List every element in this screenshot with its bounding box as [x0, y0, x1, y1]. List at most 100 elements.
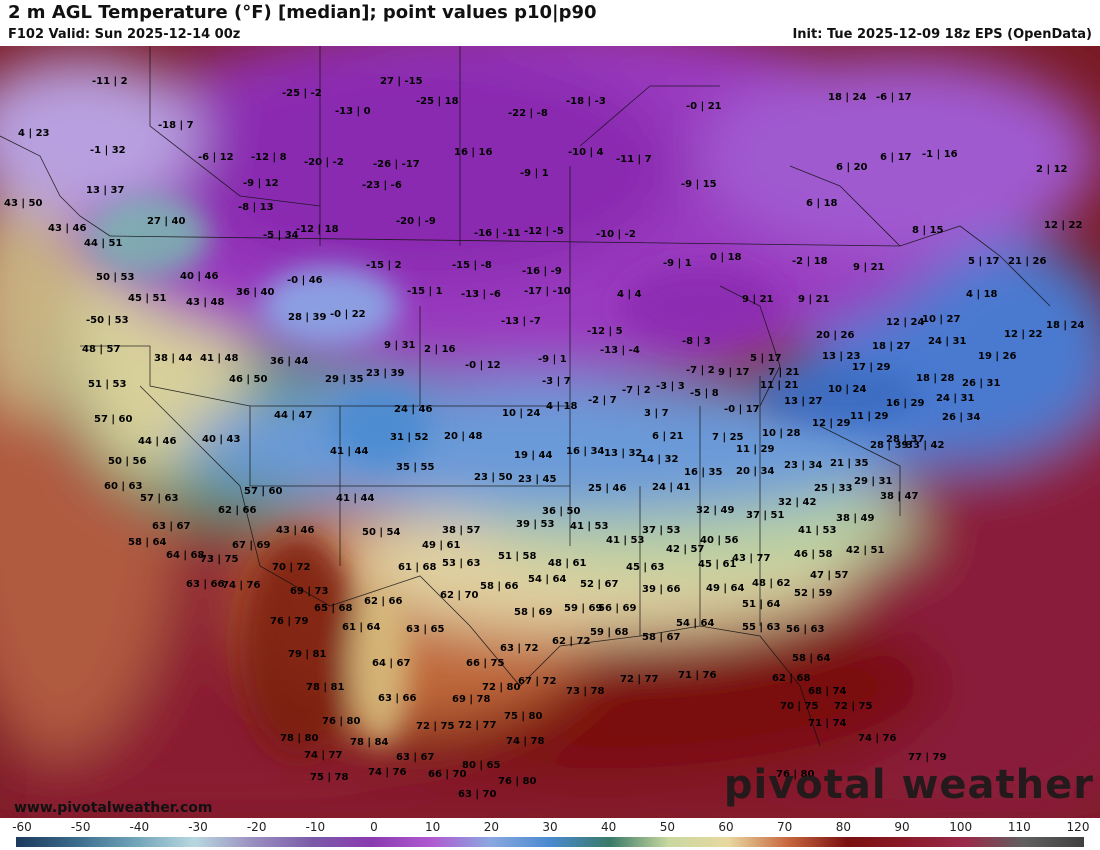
- point-value: 6 | 17: [880, 152, 912, 163]
- point-value: 67 | 69: [232, 540, 271, 551]
- point-value: 12 | 22: [1004, 329, 1043, 340]
- point-value: 36 | 40: [236, 287, 275, 298]
- point-value: -13 | -7: [501, 316, 541, 327]
- point-value: 12 | 22: [1044, 220, 1083, 231]
- point-value: 78 | 80: [280, 733, 319, 744]
- point-value: 79 | 81: [288, 649, 327, 660]
- legend-tick-label: 60: [718, 820, 734, 834]
- point-value: -1 | 32: [90, 145, 126, 156]
- point-value: -23 | -6: [362, 180, 402, 191]
- point-value: 20 | 34: [736, 466, 775, 477]
- legend-tick-label: 0: [370, 820, 378, 834]
- site-url[interactable]: www.pivotalweather.com: [14, 800, 213, 816]
- point-value: -11 | 2: [92, 76, 128, 87]
- point-value: 23 | 45: [518, 474, 557, 485]
- point-value: 38 | 49: [836, 513, 875, 524]
- point-value: 74 | 76: [222, 580, 261, 591]
- point-value: -0 | 12: [465, 360, 501, 371]
- point-value: 57 | 60: [244, 486, 283, 497]
- point-value: 32 | 49: [696, 505, 735, 516]
- map-background: [0, 46, 1100, 818]
- legend-tick-label: 30: [542, 820, 558, 834]
- point-value: 51 | 64: [742, 599, 781, 610]
- point-value: 61 | 64: [342, 622, 381, 633]
- point-value: 67 | 72: [518, 676, 557, 687]
- point-value: 44 | 51: [84, 238, 123, 249]
- point-value: 48 | 57: [82, 344, 121, 355]
- point-value: -12 | 8: [251, 152, 287, 163]
- point-value: 10 | 24: [828, 384, 867, 395]
- point-value: 28 | 39: [288, 312, 327, 323]
- point-value: 74 | 76: [368, 767, 407, 778]
- point-value: 25 | 33: [814, 483, 853, 494]
- point-value: 54 | 64: [528, 574, 567, 585]
- point-value: 78 | 81: [306, 682, 345, 693]
- point-value: -50 | 53: [86, 315, 129, 326]
- point-value: -9 | 1: [538, 354, 567, 365]
- point-value: 58 | 67: [642, 632, 681, 643]
- point-value: -15 | 2: [366, 260, 402, 271]
- point-value: -13 | -6: [461, 289, 501, 300]
- point-value: 35 | 55: [396, 462, 435, 473]
- point-value: -12 | 5: [587, 326, 623, 337]
- point-value: -16 | -11: [474, 228, 521, 239]
- point-value: 55 | 63: [742, 622, 781, 633]
- point-value: 2 | 12: [1036, 164, 1068, 175]
- point-value: -12 | -5: [524, 226, 564, 237]
- point-value: 41 | 53: [798, 525, 837, 536]
- point-value: 10 | 27: [922, 314, 961, 325]
- point-value: -8 | 3: [682, 336, 711, 347]
- point-value: 23 | 34: [784, 460, 823, 471]
- point-value: -2 | 18: [792, 256, 828, 267]
- point-value: -9 | 1: [663, 258, 692, 269]
- point-value: 4 | 18: [546, 401, 578, 412]
- point-value: 65 | 68: [314, 603, 353, 614]
- point-value: 50 | 54: [362, 527, 401, 538]
- point-value: -0 | 21: [686, 101, 722, 112]
- point-value: 58 | 66: [480, 581, 519, 592]
- point-value: 72 | 77: [620, 674, 659, 685]
- point-value: 12 | 24: [886, 317, 925, 328]
- point-value: -6 | 12: [198, 152, 234, 163]
- legend-tick-label: 90: [894, 820, 910, 834]
- point-value: 69 | 73: [290, 586, 329, 597]
- point-value: -1 | 16: [922, 149, 958, 160]
- point-value: -18 | -3: [566, 96, 606, 107]
- point-value: -7 | 2: [686, 365, 715, 376]
- legend-tick-label: 40: [601, 820, 617, 834]
- point-value: 29 | 31: [854, 476, 893, 487]
- legend-tick-label: 110: [1007, 820, 1031, 834]
- legend-tick-label: 20: [483, 820, 499, 834]
- point-value: 66 | 75: [466, 658, 505, 669]
- point-value: -25 | 18: [416, 96, 459, 107]
- point-value: 41 | 53: [606, 535, 645, 546]
- point-value: 64 | 68: [166, 550, 205, 561]
- point-value: 5 | 17: [968, 256, 1000, 267]
- point-value: 38 | 47: [880, 491, 919, 502]
- legend-tick-label: 50: [659, 820, 675, 834]
- point-value: 38 | 57: [442, 525, 481, 536]
- point-value: 9 | 17: [718, 367, 750, 378]
- point-value: 7 | 25: [712, 432, 744, 443]
- point-value: -26 | -17: [373, 159, 420, 170]
- point-value: 6 | 21: [652, 431, 684, 442]
- point-value: -16 | -9: [522, 266, 562, 277]
- point-value: 46 | 50: [229, 374, 268, 385]
- legend-tick-label: 70: [777, 820, 793, 834]
- point-value: 72 | 75: [416, 721, 455, 732]
- point-value: 39 | 53: [516, 519, 555, 530]
- point-value: 24 | 31: [928, 336, 967, 347]
- point-value: 60 | 63: [104, 481, 143, 492]
- point-value: 63 | 67: [152, 521, 191, 532]
- point-value: 36 | 50: [542, 506, 581, 517]
- point-value: 76 | 80: [776, 769, 815, 780]
- point-value: 56 | 63: [786, 624, 825, 635]
- point-value: 26 | 31: [962, 378, 1001, 389]
- point-value: 57 | 60: [94, 414, 133, 425]
- point-value: 23 | 39: [366, 368, 405, 379]
- legend-tick-label: 120: [1066, 820, 1090, 834]
- point-value: 63 | 70: [458, 789, 497, 800]
- point-value: 10 | 28: [762, 428, 801, 439]
- point-value: 63 | 66: [186, 579, 225, 590]
- point-value: 45 | 51: [128, 293, 167, 304]
